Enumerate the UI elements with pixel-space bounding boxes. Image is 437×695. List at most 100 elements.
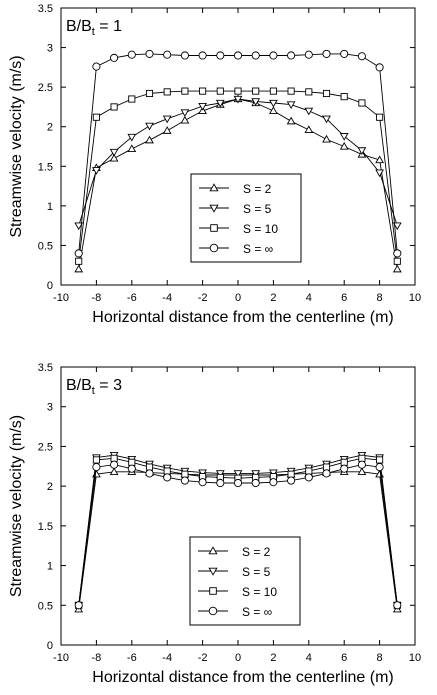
y-tick-label: 2.5 (38, 441, 53, 453)
data-point (110, 53, 119, 62)
data-point (145, 135, 154, 144)
data-point (357, 147, 367, 155)
y-tick-label: 1.5 (38, 521, 53, 533)
legend-label: S = 5 (242, 565, 271, 579)
data-point (233, 478, 243, 488)
data-point (287, 476, 296, 485)
data-point (145, 122, 154, 131)
data-point (269, 106, 278, 115)
data-point (162, 115, 172, 124)
data-point (110, 103, 118, 111)
data-point (145, 469, 154, 478)
data-point (340, 93, 348, 101)
chart-panel-2: -10 -8 -6 -4 -2 0 2 4 6 8 10 0 0.5 1 1.5 2 2.5 3 3.5 Horizo… (8, 362, 421, 686)
x-tick-label: 6 (341, 292, 347, 304)
x-tick-label: -10 (53, 652, 69, 664)
y-tick-label: 3.5 (38, 362, 53, 374)
legend-item: S = 2 (199, 182, 272, 196)
data-point (322, 115, 331, 124)
legend: S = 2 S = 5 S = 10 S = ∞ (189, 536, 301, 626)
legend-marker (208, 606, 218, 616)
panel-label-main: B/B (66, 377, 92, 394)
data-point (269, 51, 278, 60)
legend-marker (209, 204, 219, 213)
data-point (216, 478, 225, 488)
data-point (180, 109, 190, 117)
legend-marker (208, 567, 218, 576)
x-tick-label: 10 (409, 292, 421, 304)
data-point (145, 49, 154, 58)
x-tick-label: 4 (306, 652, 312, 664)
data-point (393, 601, 402, 610)
series-2 (74, 95, 402, 231)
y-tick-label: 0.5 (38, 600, 53, 612)
x-tick-label: -10 (53, 292, 69, 304)
x-axis-label: Horizontal distance from the centerline … (92, 309, 393, 326)
panel-label-value: = 3 (95, 377, 122, 394)
data-point (92, 167, 101, 175)
data-point (305, 88, 313, 96)
data-point (163, 88, 171, 96)
y-axis-label: Streamwise velocity (m/s) (8, 55, 25, 237)
x-tick-label: 0 (235, 292, 241, 304)
data-point (127, 144, 137, 153)
x-tick-label: 10 (409, 652, 421, 664)
legend-label: S = 2 (243, 182, 272, 196)
y-tick-label: 3 (47, 43, 53, 55)
x-tick-label: 4 (306, 292, 312, 304)
series-4 (74, 460, 402, 610)
legend-box (190, 173, 302, 263)
data-point (392, 264, 402, 273)
data-point (287, 87, 295, 95)
data-point (392, 222, 402, 231)
data-point (375, 63, 384, 72)
data-point (375, 463, 384, 472)
chart-panel-1: -10 -8 -6 -4 -2 0 2 4 6 8 10 0 0.5 1 1.5 2 2.5 3 3.5 Horizo… (8, 3, 421, 326)
legend-marker (208, 546, 218, 555)
legend-marker (210, 224, 218, 232)
data-point (287, 51, 296, 60)
data-point (233, 95, 243, 104)
x-tick-label: 6 (341, 652, 347, 664)
legend: S = 2 S = 5 S = 10 S = ∞ (190, 173, 302, 263)
data-point (375, 155, 384, 164)
data-point (109, 153, 119, 162)
data-point (110, 460, 119, 469)
panel-label-subscript: t (92, 26, 95, 38)
data-point (357, 460, 366, 469)
data-point (109, 467, 119, 475)
data-point (163, 467, 171, 475)
legend-item: S = 2 (198, 545, 271, 559)
data-point (74, 264, 84, 273)
x-tick-label: 8 (377, 292, 383, 304)
data-point (127, 133, 137, 142)
data-point (128, 458, 136, 466)
data-point (358, 99, 366, 107)
data-point (286, 101, 296, 110)
legend-label: S = ∞ (243, 242, 273, 256)
data-point (181, 87, 189, 95)
legend-item: S = 10 (199, 222, 278, 236)
data-point (110, 454, 118, 462)
legend-label: S = 5 (243, 202, 272, 216)
legend-label: S = 10 (242, 585, 277, 599)
legend-label: S = ∞ (242, 605, 272, 619)
y-tick-label: 2 (47, 122, 53, 134)
data-point (92, 113, 100, 121)
data-point (109, 148, 119, 157)
data-point (163, 50, 172, 59)
y-tick-label: 1 (47, 561, 53, 573)
legend-item: S = 5 (199, 202, 272, 216)
data-point (145, 463, 154, 471)
data-point (180, 115, 190, 124)
data-point (198, 478, 207, 487)
legend-marker (209, 587, 217, 595)
y-tick-label: 3.5 (38, 3, 53, 15)
data-point (357, 52, 366, 61)
data-point (251, 478, 260, 488)
y-tick-label: 0 (47, 280, 53, 292)
legend-marker (209, 183, 219, 192)
data-point (304, 125, 314, 134)
data-point (376, 456, 384, 464)
